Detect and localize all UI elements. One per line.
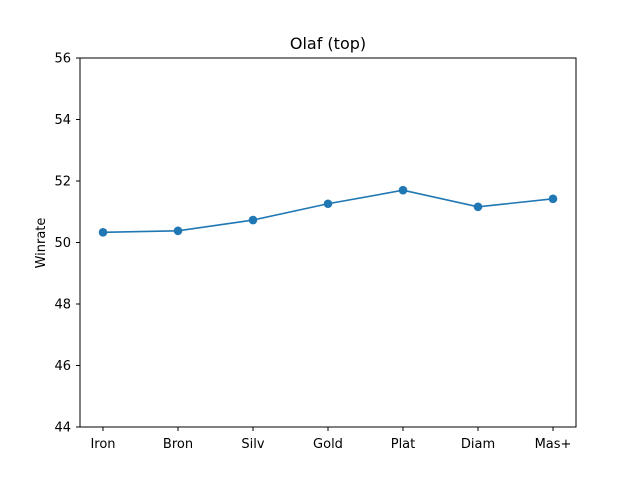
x-tick-label: Mas+: [535, 437, 572, 452]
y-tick-label: 52: [54, 175, 71, 190]
y-tick-label: 46: [54, 359, 71, 374]
chart-title: Olaf (top): [290, 34, 366, 53]
y-tick-label: 54: [54, 113, 71, 128]
data-point: [323, 199, 333, 209]
x-tick-label: Silv: [241, 437, 264, 452]
y-tick-label: 44: [54, 421, 71, 436]
y-tick-label: 56: [54, 52, 71, 67]
x-tick-label: Gold: [313, 437, 343, 452]
x-tick-label: Iron: [90, 437, 115, 452]
y-tick-label: 50: [54, 236, 71, 251]
data-point: [98, 228, 108, 237]
x-tick-label: Diam: [461, 437, 495, 452]
y-tick-label: 48: [54, 298, 71, 313]
plot-area: 44 46 48 50 52 54 56 Iron Bron Silv Gold Plat Diam Ma…: [54, 52, 577, 452]
y-axis-label: Winrate: [34, 218, 49, 269]
x-tick-label: Bron: [163, 437, 193, 452]
data-point: [173, 226, 183, 236]
data-point: [548, 194, 558, 204]
data-point: [398, 185, 408, 195]
data-point: [473, 202, 483, 212]
x-tick-label: Plat: [391, 437, 416, 452]
data-point: [248, 215, 258, 225]
